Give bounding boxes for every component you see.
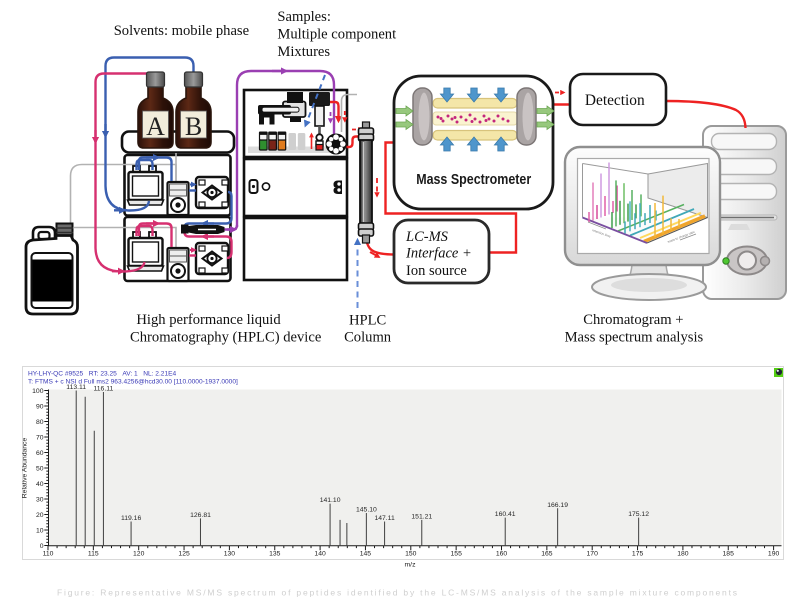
svg-text:retention time: retention time xyxy=(592,228,612,238)
svg-text:m/z: m/z xyxy=(405,562,417,569)
svg-text:141.10: 141.10 xyxy=(320,497,341,504)
svg-text:High performance liquid: High performance liquid xyxy=(136,312,281,328)
svg-text:Samples:: Samples: xyxy=(277,9,331,25)
svg-text:Ion source: Ion source xyxy=(406,263,467,279)
svg-text:Column: Column xyxy=(344,330,392,346)
svg-text:150: 150 xyxy=(405,551,417,558)
svg-text:135: 135 xyxy=(269,551,281,558)
svg-text:Chromatography (HPLC) device: Chromatography (HPLC) device xyxy=(130,330,321,346)
svg-text:147.11: 147.11 xyxy=(374,515,395,522)
svg-text:40: 40 xyxy=(36,481,44,488)
svg-text:110: 110 xyxy=(43,551,54,558)
svg-text:HPLC: HPLC xyxy=(349,312,386,328)
svg-text:T: FTMS + c NSI d Full ms2 963: T: FTMS + c NSI d Full ms2 963.4256@hcd3… xyxy=(28,378,238,385)
svg-text:175.12: 175.12 xyxy=(628,511,649,518)
svg-text:160.41: 160.41 xyxy=(495,511,516,518)
svg-text:119.16: 119.16 xyxy=(121,515,142,522)
svg-text:145.10: 145.10 xyxy=(356,507,377,514)
svg-text:130: 130 xyxy=(224,551,236,558)
svg-text:126.81: 126.81 xyxy=(190,512,211,519)
svg-text:Relative Abundance: Relative Abundance xyxy=(22,438,29,499)
svg-text:60: 60 xyxy=(36,450,44,457)
svg-text:0: 0 xyxy=(40,543,44,550)
svg-text:190: 190 xyxy=(768,551,780,558)
svg-text:115: 115 xyxy=(88,551,99,558)
svg-text:120: 120 xyxy=(133,551,145,558)
svg-text:166.19: 166.19 xyxy=(547,502,568,509)
svg-text:Solvents: mobile phase: Solvents: mobile phase xyxy=(114,23,249,39)
svg-text:Interface +: Interface + xyxy=(405,246,472,262)
svg-text:10: 10 xyxy=(36,527,44,534)
svg-text:Mixtures: Mixtures xyxy=(277,44,330,60)
svg-text:100: 100 xyxy=(32,388,44,395)
svg-text:165: 165 xyxy=(541,551,553,558)
svg-text:Chromatogram +: Chromatogram + xyxy=(583,312,683,328)
svg-text:50: 50 xyxy=(36,465,44,472)
svg-text:80: 80 xyxy=(36,419,44,426)
svg-text:30: 30 xyxy=(36,496,44,503)
svg-text:B: B xyxy=(185,112,202,141)
svg-text:Mass spectrum analysis: Mass spectrum analysis xyxy=(565,330,704,346)
svg-text:185: 185 xyxy=(723,551,735,558)
svg-text:113.11: 113.11 xyxy=(66,384,86,391)
svg-text:155: 155 xyxy=(451,551,463,558)
svg-text:Detection: Detection xyxy=(585,92,645,109)
svg-text:170: 170 xyxy=(587,551,599,558)
svg-text:70: 70 xyxy=(36,434,44,441)
svg-text:145: 145 xyxy=(360,551,372,558)
svg-text:HY-LHY-QC #9525 RT: 23.25: HY-LHY-QC #9525 RT: 23.25 AV: 1 NL: 2.21… xyxy=(28,371,177,378)
svg-text:160: 160 xyxy=(496,551,508,558)
svg-text:Mass Spectrometer: Mass Spectrometer xyxy=(416,172,531,188)
svg-text:151.21: 151.21 xyxy=(411,513,432,520)
svg-text:A: A xyxy=(146,112,165,141)
svg-text:Multiple component: Multiple component xyxy=(277,26,396,42)
svg-text:20: 20 xyxy=(36,512,44,519)
svg-text:180: 180 xyxy=(677,551,689,558)
svg-text:Figure: Representative MS/MS s: Figure: Representative MS/MS spectrum of… xyxy=(57,588,737,597)
svg-text:116.11: 116.11 xyxy=(94,386,114,393)
svg-text:90: 90 xyxy=(36,403,44,410)
svg-text:LC-MS: LC-MS xyxy=(405,229,449,245)
svg-text:175: 175 xyxy=(632,551,644,558)
svg-text:125: 125 xyxy=(178,551,190,558)
svg-text:140: 140 xyxy=(314,551,326,558)
